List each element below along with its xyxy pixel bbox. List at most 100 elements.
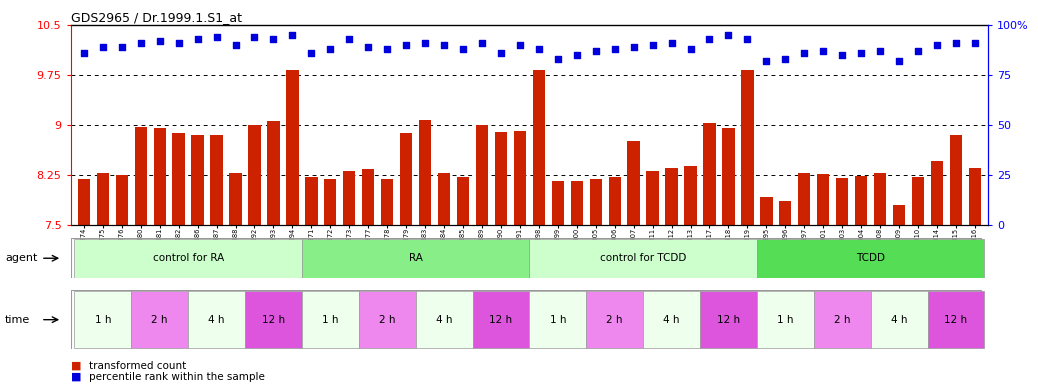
Bar — [475, 126, 488, 225]
Point — [872, 48, 889, 54]
Text: 12 h: 12 h — [945, 314, 967, 325]
Point — [94, 44, 111, 50]
Bar — [836, 178, 848, 225]
Bar — [75, 239, 302, 278]
Bar — [757, 239, 984, 278]
Bar — [172, 134, 185, 225]
Point — [322, 46, 338, 52]
Bar — [551, 181, 564, 225]
Point — [606, 46, 623, 52]
Point — [815, 48, 831, 54]
Bar — [324, 179, 336, 225]
Point — [834, 52, 850, 58]
Point — [152, 38, 168, 44]
Point — [909, 48, 926, 54]
Bar — [211, 135, 223, 225]
Text: ■: ■ — [71, 372, 81, 382]
Point — [929, 42, 946, 48]
Point — [588, 48, 604, 54]
Bar — [893, 205, 905, 225]
Bar — [608, 177, 621, 225]
Bar — [400, 134, 412, 225]
Bar — [154, 128, 166, 225]
Bar — [647, 171, 659, 225]
Bar — [814, 291, 871, 348]
Bar — [472, 291, 529, 348]
Bar — [305, 177, 318, 225]
Point — [417, 40, 434, 46]
Bar — [457, 177, 469, 225]
Text: 4 h: 4 h — [209, 314, 225, 325]
Text: control for TCDD: control for TCDD — [600, 253, 686, 263]
Bar — [529, 291, 586, 348]
Point — [227, 42, 244, 48]
Bar — [245, 291, 302, 348]
Bar — [855, 176, 868, 225]
Point — [625, 44, 641, 50]
Bar — [684, 166, 696, 225]
Point — [512, 42, 528, 48]
Bar — [115, 175, 128, 225]
Point — [663, 40, 680, 46]
Bar — [495, 132, 508, 225]
Bar — [191, 135, 203, 225]
Point — [113, 44, 130, 50]
Bar — [188, 291, 245, 348]
Point — [133, 40, 149, 46]
Bar — [97, 174, 109, 225]
Bar — [438, 173, 450, 225]
Text: 4 h: 4 h — [663, 314, 680, 325]
Bar — [590, 179, 602, 225]
Bar — [628, 141, 639, 225]
Bar — [135, 127, 147, 225]
Text: 4 h: 4 h — [891, 314, 907, 325]
Bar — [817, 174, 829, 225]
Point — [189, 36, 206, 42]
Point — [530, 46, 547, 52]
Point — [891, 58, 907, 64]
Bar — [757, 291, 814, 348]
Bar — [415, 291, 472, 348]
Bar — [760, 197, 772, 225]
Point — [853, 50, 870, 56]
Bar — [419, 120, 431, 225]
Text: GDS2965 / Dr.1999.1.S1_at: GDS2965 / Dr.1999.1.S1_at — [71, 11, 242, 24]
Point — [569, 52, 585, 58]
Point — [645, 42, 661, 48]
Bar — [267, 121, 279, 225]
Point — [739, 36, 756, 42]
Point — [340, 36, 357, 42]
Point — [76, 50, 92, 56]
Text: RA: RA — [409, 253, 422, 263]
Bar — [78, 179, 90, 225]
Point — [209, 34, 225, 40]
Text: control for RA: control for RA — [153, 253, 224, 263]
Text: 2 h: 2 h — [834, 314, 850, 325]
Bar — [928, 291, 984, 348]
Point — [549, 56, 566, 62]
Bar — [248, 125, 261, 225]
Point — [436, 42, 453, 48]
Bar — [871, 291, 928, 348]
Bar — [741, 70, 754, 225]
Point — [284, 32, 301, 38]
Bar — [700, 291, 757, 348]
Text: 2 h: 2 h — [606, 314, 623, 325]
Point — [948, 40, 964, 46]
Text: 2 h: 2 h — [379, 314, 395, 325]
Point — [398, 42, 414, 48]
Text: 1 h: 1 h — [777, 314, 794, 325]
Text: ■: ■ — [71, 361, 81, 371]
Text: 1 h: 1 h — [549, 314, 566, 325]
Point — [303, 50, 320, 56]
Bar — [968, 168, 981, 225]
Bar — [874, 174, 886, 225]
Bar — [911, 177, 924, 225]
Bar — [704, 124, 715, 225]
Point — [455, 46, 471, 52]
Bar — [514, 131, 526, 225]
Point — [246, 34, 263, 40]
Bar — [722, 128, 735, 225]
Bar — [780, 201, 792, 225]
Text: TCDD: TCDD — [856, 253, 885, 263]
